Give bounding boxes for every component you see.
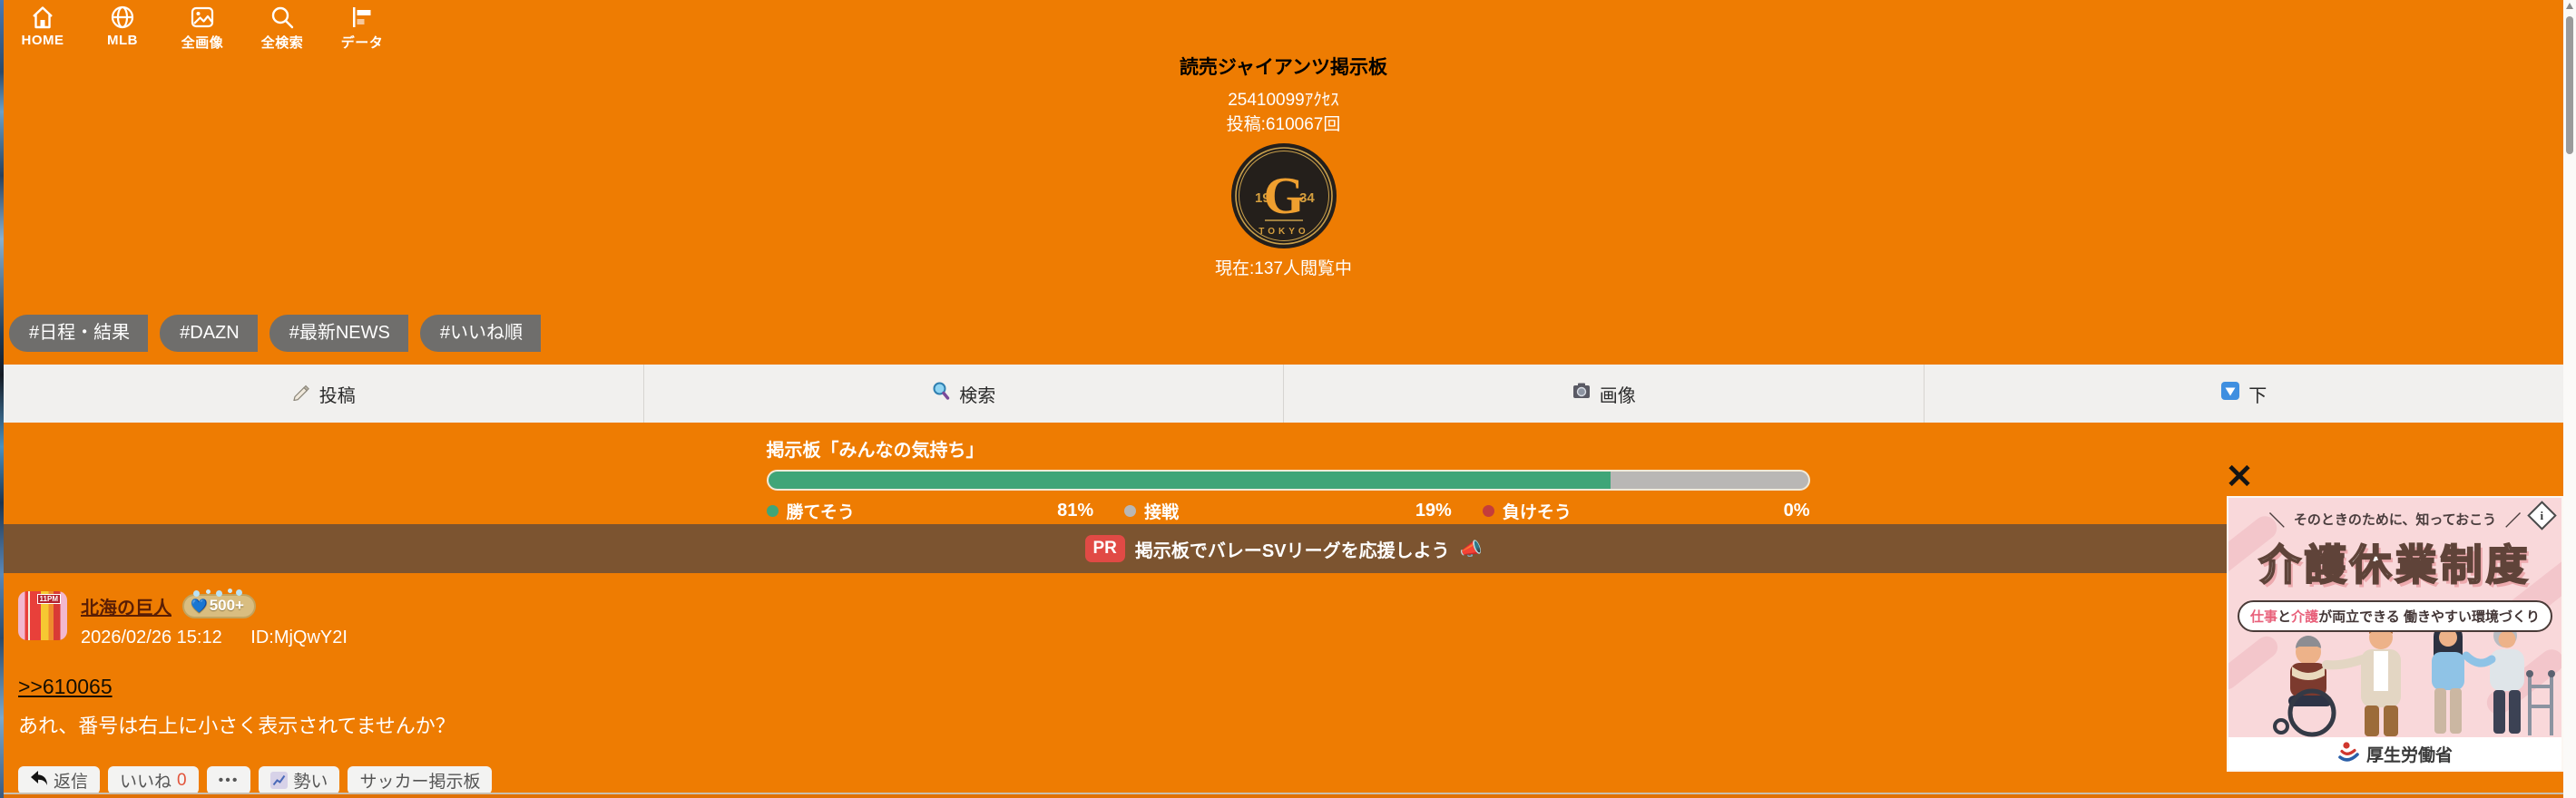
nav-label: データ <box>340 35 384 51</box>
page-title: 読売ジャイアンツ掲示板 <box>1179 57 1388 78</box>
slash-right-decoration: ／ <box>2505 512 2522 530</box>
pencil-icon <box>291 381 311 406</box>
like-count: 0 <box>177 770 187 790</box>
tab-search[interactable]: 検索 <box>644 365 1284 423</box>
tag-dazn[interactable]: #DAZN <box>160 315 258 352</box>
username-link[interactable]: 北海の巨人 <box>81 598 171 618</box>
heart-icon: 💙 <box>191 598 208 614</box>
tab-post[interactable]: 投稿 <box>4 365 644 423</box>
top-nav: HOME MLB 全画像 全検索 データ <box>16 4 388 52</box>
reply-anchor-link[interactable]: >>610065 <box>18 675 113 698</box>
nav-label: 全検索 <box>260 35 304 51</box>
down-arrow-icon <box>2220 381 2240 406</box>
avatar[interactable]: 11PM <box>18 591 67 640</box>
scrollbar[interactable] <box>2563 0 2576 798</box>
ad-close-button[interactable]: ✕ <box>2225 458 2254 495</box>
ad-banner[interactable]: i ＼ そのときのために、知っておこう ／ 介護休業制度 仕事と介護が両立できる… <box>2227 496 2563 772</box>
legend-dot-close <box>1124 505 1137 517</box>
logo-city: TOKYO <box>1259 227 1308 237</box>
ad-footer: 厚生労働省 <box>2228 737 2561 770</box>
trend-chart-icon <box>270 772 289 789</box>
post-header: 11PM 北海の巨人 💙 500+ 2026/02/26 15:12 ID:Mj… <box>18 590 492 648</box>
home-icon <box>29 4 56 31</box>
slash-left-decoration: ＼ <box>2268 512 2285 530</box>
post-actions: 返信 いいね 0 ••• 勢い サッカー掲示板 <box>18 766 493 794</box>
tab-down[interactable]: 下 <box>1925 365 2564 423</box>
tab-bar: 投稿 検索 画像 下 <box>4 365 2563 423</box>
ad-illustration-people <box>2273 622 2555 737</box>
nav-item-all-images[interactable]: 全画像 <box>176 4 229 52</box>
camera-icon <box>1572 381 1592 406</box>
pr-badge: PR <box>1084 535 1125 562</box>
ad-title: 介護休業制度 <box>2258 540 2532 589</box>
nav-label: MLB <box>107 33 138 48</box>
ad-source: 厚生労働省 <box>2365 745 2453 765</box>
poll-bar <box>766 470 1810 491</box>
bar-chart-icon <box>348 4 376 31</box>
ad-tagline: ＼ そのときのために、知っておこう ／ <box>2228 508 2561 530</box>
pr-banner-text: 掲示板でバレーSVリーグを応援しよう <box>1134 540 1450 561</box>
viewers-count: 現在:137人閲覧中 <box>1215 259 1352 278</box>
poll-bar-fill <box>768 472 1611 489</box>
nav-item-data[interactable]: データ <box>336 4 388 52</box>
legend-dot-win <box>766 505 779 517</box>
giants-logo: 19 34 G TOKYO <box>1230 142 1337 249</box>
search-icon <box>931 381 951 406</box>
tag-row: #日程・結果 #DAZN #最新NEWS #いいね順 <box>9 315 541 352</box>
post-meta-row: 2026/02/26 15:12 ID:MjQwY2I <box>81 628 348 648</box>
tag-like-order[interactable]: #いいね順 <box>419 315 541 352</box>
more-button[interactable]: ••• <box>206 766 251 794</box>
board-header: 読売ジャイアンツ掲示板 25410099ｱｸｾｽ 投稿:610067回 19 3… <box>4 53 2563 279</box>
left-edge-strip <box>0 0 4 798</box>
avatar-text: 11PM <box>36 594 61 604</box>
poll-legend: 勝てそう 81% 接戦 19% 負けそう 0% <box>766 499 1810 523</box>
globe-icon <box>109 4 136 31</box>
tab-label: 投稿 <box>318 385 356 406</box>
logo-year-right: 34 <box>1299 190 1315 206</box>
tab-label: 画像 <box>1599 385 1636 406</box>
post-datetime: 2026/02/26 15:12 <box>81 628 222 647</box>
search-icon <box>269 4 296 31</box>
nav-label: HOME <box>21 33 64 48</box>
poll-legend-item-lose: 負けそう 0% <box>1482 499 1810 523</box>
poll-title: 掲示板「みんなの気持ち」 <box>766 441 984 461</box>
poll-legend-item-close: 接戦 19% <box>1124 499 1452 523</box>
scroll-up-arrow-icon[interactable] <box>2566 3 2573 9</box>
nav-item-all-search[interactable]: 全検索 <box>256 4 309 52</box>
logo-year-left: 19 <box>1255 190 1270 206</box>
logo-letter: G <box>1263 166 1304 225</box>
megaphone-icon: 📣 <box>1459 539 1483 560</box>
momentum-button[interactable]: 勢い <box>259 766 340 794</box>
post-user-id: ID:MjQwY2I <box>250 628 348 647</box>
badge-count: 500+ <box>209 597 244 614</box>
tab-label: 検索 <box>959 385 996 406</box>
legend-dot-lose <box>1482 505 1494 517</box>
ad-subtitle: 仕事と介護が両立できる 働きやすい環境づくり <box>2238 600 2552 632</box>
nav-item-mlb[interactable]: MLB <box>96 4 149 52</box>
mhlw-logo-icon <box>2337 740 2359 767</box>
scrollbar-thumb[interactable] <box>2566 16 2573 154</box>
post-body: あれ、番号は右上に小さく表示されてませんか？ <box>18 715 455 737</box>
access-count: 25410099ｱｸｾｽ <box>1228 91 1339 110</box>
soccer-board-button[interactable]: サッカー掲示板 <box>348 766 493 794</box>
like-button[interactable]: いいね 0 <box>108 766 199 794</box>
post: 11PM 北海の巨人 💙 500+ 2026/02/26 15:12 ID:Mj… <box>18 585 493 794</box>
nav-label: 全画像 <box>181 35 224 51</box>
tag-schedule-results[interactable]: #日程・結果 <box>9 315 149 352</box>
post-count: 投稿:610067回 <box>1226 115 1341 134</box>
image-icon <box>189 4 216 31</box>
tag-latest-news[interactable]: #最新NEWS <box>269 315 408 352</box>
tab-images[interactable]: 画像 <box>1284 365 1925 423</box>
bottom-border <box>0 793 2563 798</box>
poll-section: 掲示板「みんなの気持ち」 勝てそう 81% 接戦 19% 負けそう 0% <box>766 435 1810 523</box>
tab-label: 下 <box>2248 385 2267 406</box>
nav-item-home[interactable]: HOME <box>16 4 69 52</box>
reply-button[interactable]: 返信 <box>18 766 101 794</box>
pr-banner[interactable]: PR 掲示板でバレーSVリーグを応援しよう 📣 <box>4 524 2563 573</box>
likes-badge: 💙 500+ <box>182 590 256 618</box>
more-icon: ••• <box>218 772 240 788</box>
poll-legend-item-win: 勝てそう 81% <box>766 499 1093 523</box>
reply-arrow-icon <box>30 770 48 792</box>
